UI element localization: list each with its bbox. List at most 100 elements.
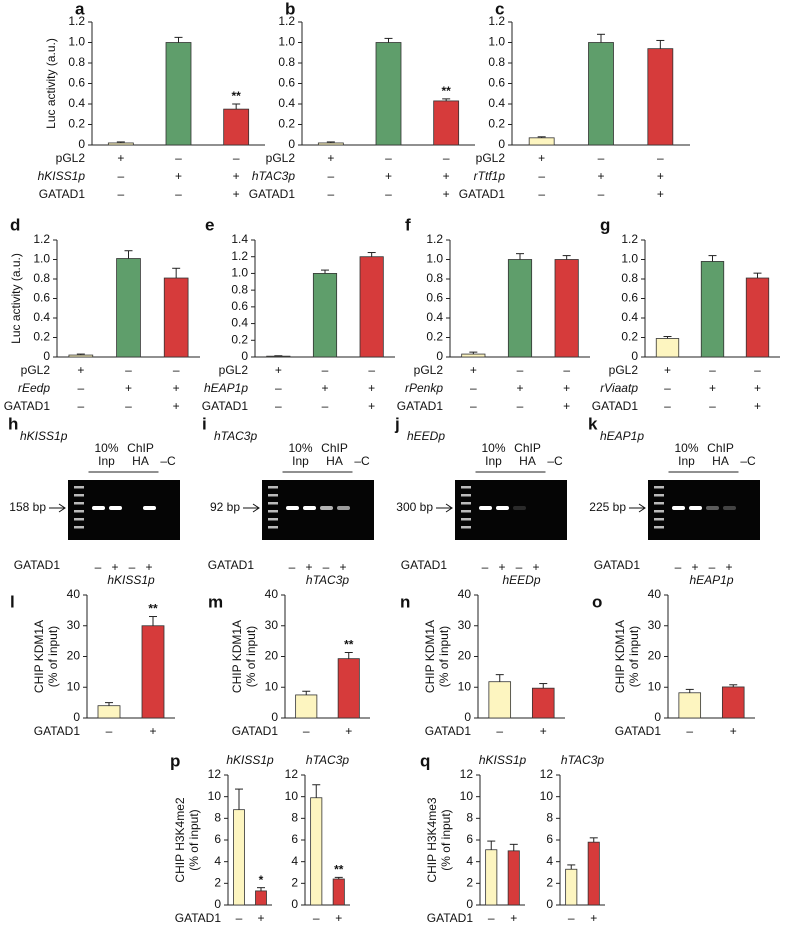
ladder-band <box>74 518 84 521</box>
ladder-band <box>268 494 278 497</box>
ladder-band <box>268 510 278 513</box>
row-mark: + <box>117 151 124 165</box>
row-mark: – <box>470 399 477 413</box>
significance: ** <box>334 863 344 877</box>
y-tick-label: 0 <box>466 897 473 911</box>
y-tick-label: 40 <box>648 587 662 601</box>
y-tick-label: 12 <box>540 767 554 781</box>
error-bar <box>257 887 265 891</box>
bar <box>312 273 338 358</box>
y-tick-label: 20 <box>265 649 279 663</box>
y-tick-label: 2 <box>214 876 221 890</box>
row-label: GATAD1 <box>594 558 641 572</box>
ladder-band <box>461 518 471 521</box>
y-tick-label: 0.8 <box>231 282 248 296</box>
y-tick-label: 30 <box>67 618 81 632</box>
chart-title: hKISS1p <box>107 573 155 587</box>
error-bar <box>753 272 762 279</box>
row-mark: – <box>327 169 334 183</box>
band-size: 158 bp <box>9 500 46 514</box>
bar <box>359 256 384 358</box>
y-tick-label: 0.2 <box>68 117 85 131</box>
panel-letter: c <box>495 0 504 18</box>
error-bar <box>539 683 548 689</box>
y-tick-label: 0 <box>464 710 471 724</box>
gel-band <box>513 506 526 510</box>
y-tick-label: 0.2 <box>621 330 638 344</box>
bar <box>255 890 267 906</box>
y-axis-label: CHIP KDM1A <box>613 620 627 693</box>
y-tick-label: 0 <box>214 897 221 911</box>
error-bar <box>487 840 496 850</box>
ladder-band <box>461 502 471 505</box>
y-tick-label: 1.0 <box>33 252 50 266</box>
y-tick-label: 0 <box>43 349 50 363</box>
row-mark: – <box>664 399 671 413</box>
error-bar <box>663 336 672 339</box>
size-arrow <box>243 503 260 513</box>
y-axis-label: (% of input) <box>437 626 451 687</box>
row-mark: – <box>233 151 240 165</box>
row-mark: – <box>173 363 180 377</box>
row-mark: – <box>563 363 570 377</box>
row-label: GATAD1 <box>202 399 249 413</box>
row-mark: + <box>538 151 545 165</box>
row-mark: – <box>675 560 682 574</box>
ladder-band <box>268 502 278 505</box>
y-tick-label: 0.8 <box>488 55 505 69</box>
error-bar <box>149 616 157 626</box>
row-mark: – <box>443 151 450 165</box>
y-tick-label: 12 <box>208 767 222 781</box>
size-arrow <box>436 503 453 513</box>
y-tick-label: 10 <box>208 789 222 803</box>
y-tick-label: 10 <box>460 789 474 803</box>
row-mark: – <box>657 151 664 165</box>
row-mark: + <box>305 560 312 574</box>
error-bar <box>495 674 504 682</box>
lane-header: HA <box>712 454 729 468</box>
row-mark: – <box>322 399 329 413</box>
y-tick-label: 20 <box>458 649 472 663</box>
row-mark: + <box>321 381 328 395</box>
y-tick-label: 20 <box>648 649 662 663</box>
row-mark: + <box>563 381 570 395</box>
bar <box>317 142 344 146</box>
y-tick-label: 4 <box>291 854 298 868</box>
lane-header: –C <box>547 454 563 468</box>
y-tick-label: 0.6 <box>488 76 505 90</box>
y-axis-label: (% of input) <box>244 626 258 687</box>
y-tick-label: 1.0 <box>621 252 638 266</box>
bar <box>97 705 121 719</box>
panel-letter: j <box>394 414 400 433</box>
error-bar <box>172 267 181 279</box>
bar <box>68 354 94 358</box>
row-mark: + <box>754 399 761 413</box>
row-mark: – <box>709 560 716 574</box>
y-tick-label: 30 <box>458 618 472 632</box>
error-bar <box>312 784 321 798</box>
chart-title: hTAC3p <box>306 573 349 587</box>
gel-band <box>706 506 719 510</box>
size-arrow <box>49 503 66 513</box>
row-mark: – <box>568 911 575 925</box>
bar <box>295 694 318 719</box>
y-tick-label: 10 <box>648 679 662 693</box>
ladder-band <box>74 486 84 489</box>
gel-band <box>109 506 122 510</box>
row-label: rViaatp <box>600 381 638 395</box>
bar <box>700 261 725 358</box>
y-tick-label: 1.4 <box>231 232 248 246</box>
y-axis-label: (% of input) <box>46 626 60 687</box>
row-mark: + <box>125 381 132 395</box>
row-mark: – <box>275 399 282 413</box>
y-tick-label: 10 <box>265 679 279 693</box>
y-tick-label: 1.0 <box>488 35 505 49</box>
y-tick-label: 0.6 <box>231 299 248 313</box>
bar <box>165 42 192 146</box>
y-tick-label: 40 <box>67 587 81 601</box>
y-tick-label: 20 <box>67 649 81 663</box>
row-label: GATAD1 <box>175 911 222 925</box>
lane-header: Inp <box>678 454 695 468</box>
row-mark: + <box>385 169 392 183</box>
